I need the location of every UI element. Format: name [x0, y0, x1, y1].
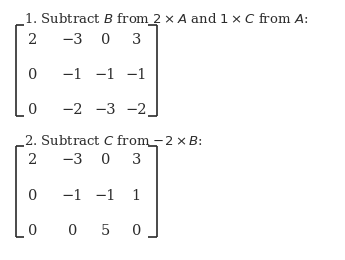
Text: −2: −2: [126, 103, 147, 117]
Text: −3: −3: [62, 153, 83, 167]
Text: −2: −2: [62, 103, 83, 117]
Text: 5: 5: [101, 224, 110, 238]
Text: 2. Subtract $\mathit{C}$ from $-2\times\mathit{B}$:: 2. Subtract $\mathit{C}$ from $-2\times\…: [24, 134, 203, 148]
Text: 2: 2: [28, 153, 37, 167]
Text: 0: 0: [28, 68, 38, 82]
Text: −1: −1: [126, 68, 147, 82]
Text: 0: 0: [100, 32, 110, 47]
Text: 2: 2: [28, 32, 37, 47]
Text: 0: 0: [28, 103, 38, 117]
Text: 1: 1: [132, 188, 141, 203]
Text: 3: 3: [131, 32, 141, 47]
Text: 0: 0: [28, 224, 38, 238]
Text: 3: 3: [131, 153, 141, 167]
Text: −1: −1: [62, 188, 83, 203]
Text: −1: −1: [95, 188, 116, 203]
Text: −3: −3: [62, 32, 83, 47]
Text: 1. Subtract $\mathit{B}$ from $2\times\mathit{A}$ and $1\times\mathit{C}$ from $: 1. Subtract $\mathit{B}$ from $2\times\m…: [24, 12, 308, 26]
Text: −3: −3: [95, 103, 116, 117]
Text: −1: −1: [62, 68, 83, 82]
Text: −1: −1: [95, 68, 116, 82]
Text: 0: 0: [131, 224, 141, 238]
Text: 0: 0: [28, 188, 38, 203]
Text: 0: 0: [100, 153, 110, 167]
Text: 0: 0: [68, 224, 77, 238]
